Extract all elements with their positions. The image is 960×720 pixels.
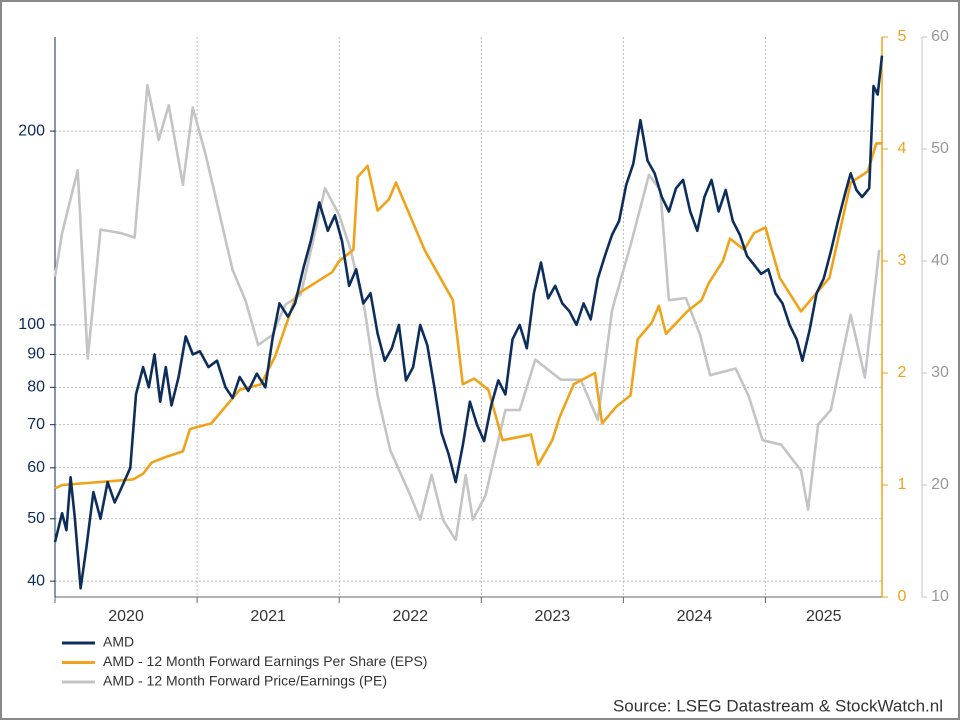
y-tick-label: 80: [27, 379, 45, 396]
x-tick-label: 2021: [250, 608, 286, 625]
y-tick-label: 40: [27, 572, 45, 589]
x-tick-label: 2020: [108, 608, 144, 625]
y-tick-label: 90: [27, 346, 45, 363]
series-line: [54, 142, 882, 490]
y-tick-label: 60: [27, 459, 45, 476]
source: Source: LSEG Datastream & StockWatch.nl: [613, 696, 943, 715]
y-tick-label: 50: [27, 510, 45, 527]
y2-tick-label: 1: [898, 476, 907, 493]
y3-tick-label: 30: [931, 364, 949, 381]
x-tick-label: 2023: [535, 608, 571, 625]
legend-label: AMD - 12 Month Forward Earnings Per Shar…: [103, 653, 427, 669]
y2-tick-label: 5: [898, 28, 907, 45]
y3-tick-label: 50: [931, 140, 949, 157]
y2-tick-label: 4: [898, 140, 907, 157]
y2-tick-label: 0: [898, 588, 907, 605]
series-line: [53, 83, 881, 542]
x-tick-label: 2025: [806, 608, 842, 625]
x-tick-label: 2024: [677, 608, 713, 625]
y3-tick-label: 40: [931, 252, 949, 269]
y-tick-label: 100: [18, 316, 45, 333]
series-line: [53, 55, 884, 590]
y-tick-label: 70: [27, 416, 45, 433]
x-tick-label: 2022: [392, 608, 428, 625]
legend-label: AMD: [103, 634, 134, 650]
y2-tick-label: 2: [898, 364, 907, 381]
legend-label: AMD - 12 Month Forward Price/Earnings (P…: [103, 673, 387, 689]
y2-tick-label: 3: [898, 252, 907, 269]
y3-tick-label: 10: [931, 588, 949, 605]
y3-tick-label: 20: [931, 476, 949, 493]
y-tick-label: 200: [18, 122, 45, 139]
y3-tick-label: 60: [931, 28, 949, 45]
